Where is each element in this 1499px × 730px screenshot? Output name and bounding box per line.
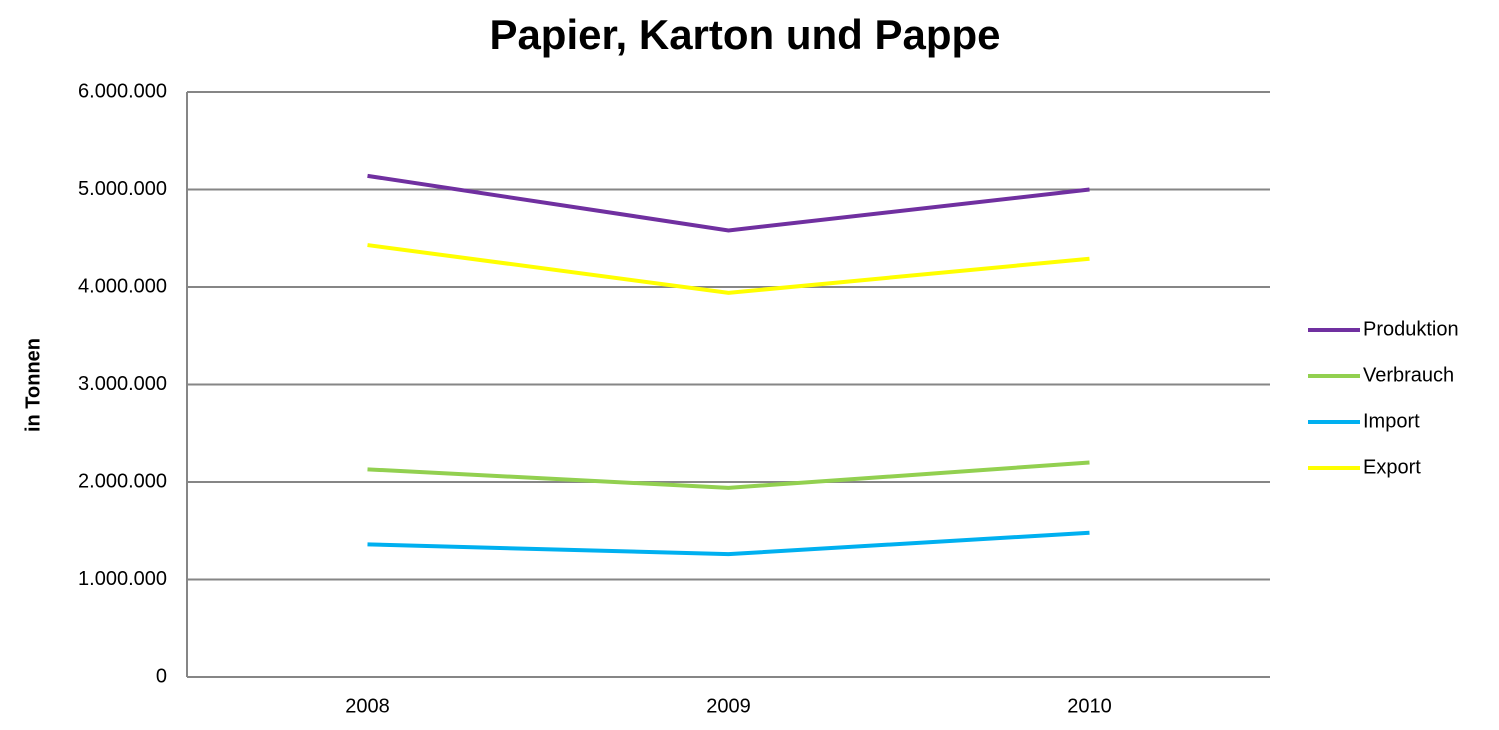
line xyxy=(367,173,1090,233)
y-tick-label: 4.000.000 xyxy=(78,275,167,297)
y-tick-label: 0 xyxy=(156,665,167,687)
y-tick-label: 1.000.000 xyxy=(78,568,167,590)
legend-label: Import xyxy=(1363,410,1420,432)
y-tick-label: 3.000.000 xyxy=(78,373,167,395)
y-tick-label: 5.000.000 xyxy=(78,178,167,200)
x-tick-label: 2009 xyxy=(706,695,751,717)
line xyxy=(367,530,1090,557)
x-tick-label: 2010 xyxy=(1067,695,1112,717)
y-tick-label: 2.000.000 xyxy=(78,470,167,492)
chart-title: Papier, Karton und Pappe xyxy=(489,11,1000,58)
legend-label: Export xyxy=(1363,456,1421,478)
line xyxy=(367,243,1090,295)
line xyxy=(367,460,1090,490)
legend-label: Produktion xyxy=(1363,318,1459,340)
y-tick-label: 6.000.000 xyxy=(78,80,167,102)
y-axis-label: in Tonnen xyxy=(22,338,44,432)
x-tick-label: 2008 xyxy=(345,695,390,717)
legend-label: Verbrauch xyxy=(1363,364,1454,386)
